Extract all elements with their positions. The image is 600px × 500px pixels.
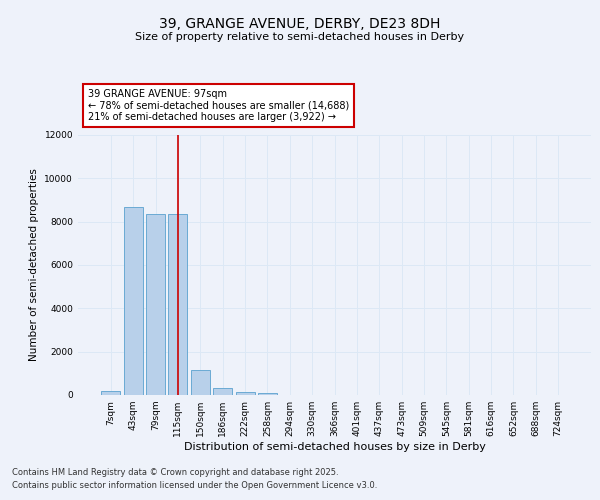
- Bar: [213, 388, 232, 395]
- Text: 39 GRANGE AVENUE: 97sqm
← 78% of semi-detached houses are smaller (14,688)
21% o: 39 GRANGE AVENUE: 97sqm ← 78% of semi-de…: [88, 89, 350, 122]
- Bar: [146, 214, 165, 395]
- Bar: [124, 206, 143, 395]
- Y-axis label: Number of semi-detached properties: Number of semi-detached properties: [29, 168, 39, 362]
- Bar: [258, 394, 277, 395]
- Bar: [169, 214, 187, 395]
- Text: Size of property relative to semi-detached houses in Derby: Size of property relative to semi-detach…: [136, 32, 464, 42]
- Text: Contains public sector information licensed under the Open Government Licence v3: Contains public sector information licen…: [12, 482, 377, 490]
- X-axis label: Distribution of semi-detached houses by size in Derby: Distribution of semi-detached houses by …: [184, 442, 485, 452]
- Text: Contains HM Land Registry data © Crown copyright and database right 2025.: Contains HM Land Registry data © Crown c…: [12, 468, 338, 477]
- Text: 39, GRANGE AVENUE, DERBY, DE23 8DH: 39, GRANGE AVENUE, DERBY, DE23 8DH: [160, 18, 440, 32]
- Bar: [101, 390, 121, 395]
- Bar: [191, 370, 210, 395]
- Bar: [236, 392, 254, 395]
